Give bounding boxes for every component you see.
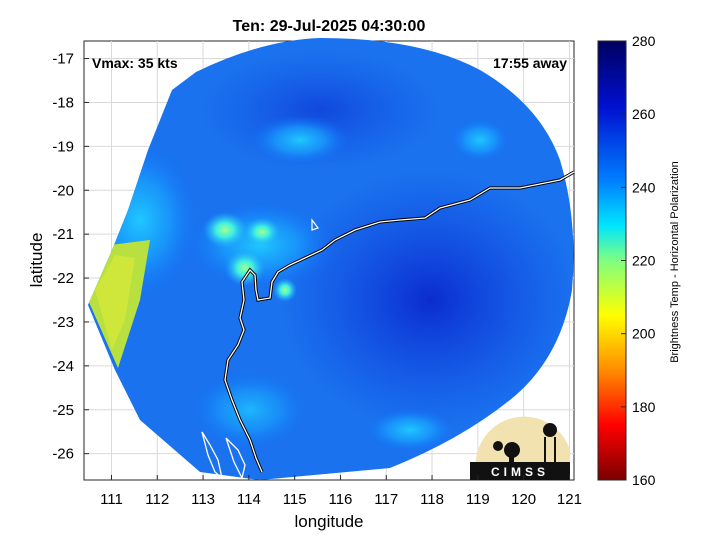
y-tick-label: -23 bbox=[52, 314, 74, 331]
chart-title: Ten: 29-Jul-2025 04:30:00 bbox=[233, 18, 426, 35]
y-axis-label: latitude bbox=[27, 233, 46, 288]
axis-ticks: 111 112 113 114 115 116 117 118 119 120 121 -17 -18 -… bbox=[52, 51, 582, 508]
x-tick-label: 119 bbox=[466, 491, 490, 508]
x-tick-label: 120 bbox=[511, 491, 536, 508]
x-tick-label: 112 bbox=[145, 491, 169, 508]
y-tick-label: -24 bbox=[52, 358, 74, 375]
logo-text: CIMSS bbox=[491, 465, 549, 479]
x-axis-label: longitude bbox=[294, 512, 363, 531]
vmax-label: Vmax: 35 kts bbox=[92, 55, 178, 71]
y-tick-label: -19 bbox=[52, 138, 74, 155]
colorbar-ticks: 280 260 240 220 200 180 160 bbox=[621, 33, 656, 488]
x-tick-label: 111 bbox=[100, 491, 123, 508]
colorbar-tick-label: 220 bbox=[632, 253, 656, 269]
colorbar-label: Brightness Temp - Horizontal Polarizatio… bbox=[669, 161, 681, 363]
colorbar-tick-label: 200 bbox=[632, 326, 656, 342]
colorbar-tick-label: 280 bbox=[632, 33, 656, 49]
y-tick-label: -25 bbox=[52, 402, 74, 419]
time-away-label: 17:55 away bbox=[493, 55, 567, 71]
x-tick-label: 118 bbox=[420, 491, 444, 508]
x-tick-label: 113 bbox=[191, 491, 215, 508]
colorbar-tick-label: 180 bbox=[632, 399, 656, 415]
y-tick-label: -21 bbox=[52, 226, 74, 243]
x-tick-label: 115 bbox=[283, 491, 307, 508]
colorbar-tick-label: 260 bbox=[632, 106, 656, 122]
brightness-swath bbox=[88, 38, 574, 480]
y-tick-label: -22 bbox=[52, 270, 74, 287]
cimss-logo: CIMSS bbox=[470, 416, 570, 480]
y-tick-label: -26 bbox=[52, 446, 74, 463]
x-tick-label: 116 bbox=[328, 491, 352, 508]
colorbar-tick-label: 160 bbox=[632, 472, 656, 488]
y-tick-label: -20 bbox=[52, 182, 74, 199]
x-tick-label: 114 bbox=[237, 491, 261, 508]
x-tick-label: 117 bbox=[374, 491, 398, 508]
y-tick-label: -18 bbox=[52, 94, 74, 111]
x-tick-label: 121 bbox=[557, 491, 582, 508]
y-tick-label: -17 bbox=[52, 51, 74, 68]
colorbar-tick-label: 240 bbox=[632, 179, 656, 195]
